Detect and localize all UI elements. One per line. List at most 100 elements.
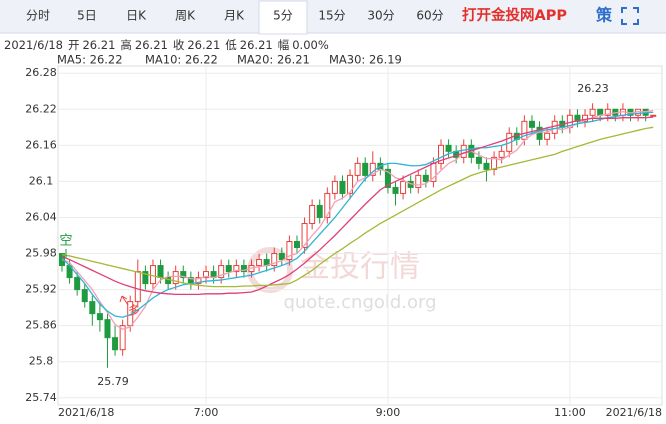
candle-body (286, 241, 293, 261)
candle-body (180, 271, 187, 279)
tab[interactable]: 15分 (318, 9, 345, 23)
y-tick-label: 26.22 (25, 102, 57, 115)
candle-body (233, 265, 240, 273)
candle-body (157, 265, 164, 279)
candle-body (392, 186, 399, 194)
candle-body (96, 313, 103, 321)
tab[interactable]: 60分 (416, 9, 443, 23)
x-tick-label: 2021/6/18 (58, 406, 114, 419)
y-tick-label: 26.16 (25, 138, 57, 151)
watermark: 金投行情 quote.cngold.org (247, 247, 437, 313)
candle-body (172, 271, 179, 285)
quote-value: 0.00% (292, 38, 329, 52)
quote-label: 开 (68, 38, 80, 52)
app-link[interactable]: 打开金投网APP (462, 6, 567, 24)
quote-line: 2021/6/18 开 26.21 高 26.21 收 26.21 低 26.21 幅 0.00% (4, 38, 329, 52)
candle-body (195, 277, 202, 285)
candle-body (218, 265, 225, 279)
candle-body (74, 277, 81, 291)
candle-body (528, 120, 535, 128)
min-label: 25.79 (97, 375, 129, 388)
y-tick-label: 26.04 (25, 210, 57, 223)
candle-body (324, 192, 331, 218)
candle-body (225, 265, 232, 273)
plot-frame (57, 65, 663, 406)
tab[interactable]: 5分 (273, 9, 293, 23)
candle-body (415, 174, 422, 188)
x-tick-label: 7:00 (194, 406, 219, 419)
quote-label: 收 (173, 38, 185, 52)
candle-body (309, 204, 316, 224)
candle-body (81, 289, 88, 303)
fullscreen-icon[interactable] (621, 7, 639, 25)
candle-body (438, 144, 444, 164)
max-label: 26.23 (577, 82, 609, 95)
tab[interactable]: 日K (126, 9, 147, 23)
candle-body (149, 265, 156, 285)
candle-body (400, 180, 407, 194)
candle-body (134, 271, 141, 303)
candle-body (240, 265, 247, 273)
candle-body (354, 162, 361, 176)
quote-date: 2021/6/18 (4, 38, 63, 52)
x-tick-label: 9:00 (376, 406, 401, 419)
candle-body (301, 222, 308, 249)
candle-body (293, 241, 300, 249)
tab[interactable]: 30分 (367, 9, 394, 23)
quote-value: 26.21 (187, 38, 220, 52)
candle-body (384, 168, 391, 188)
y-tick-label: 25.8 (29, 355, 54, 368)
quote-label: 高 (120, 38, 132, 52)
short-signal: 空 (59, 234, 72, 249)
candle-body (498, 150, 505, 158)
candle-body (278, 253, 285, 261)
tab-bar (0, 0, 666, 33)
quote-value: 26.21 (135, 38, 168, 52)
legend-entry: MA20: 26.21 (237, 53, 310, 67)
strategy-icon[interactable]: 策 (595, 6, 613, 25)
candle-body (650, 114, 657, 117)
legend-entry: MA30: 26.19 (329, 53, 402, 67)
candle-body (119, 325, 126, 351)
ma-line (61, 126, 654, 288)
y-tick-label: 26.1 (29, 174, 54, 187)
tab[interactable]: 5日 (77, 9, 97, 23)
y-tick-label: 25.98 (25, 247, 57, 260)
candle-body (142, 271, 149, 285)
candle-body (475, 156, 482, 164)
ma-line (61, 116, 654, 296)
candle-body (316, 204, 323, 218)
x-tick-label: 2021/6/18 (606, 406, 662, 419)
candle-body (521, 120, 528, 140)
quote-label: 低 (225, 38, 237, 52)
x-tick-label: 11:00 (554, 406, 586, 419)
active-tab-bg (258, 0, 308, 35)
candle-body (347, 174, 354, 194)
candle-body (362, 162, 369, 176)
long-signal-arrow (119, 295, 129, 306)
y-tick-label: 25.92 (25, 283, 57, 296)
candle-body (112, 337, 119, 351)
candle-body (582, 114, 589, 122)
candle-body (483, 162, 490, 170)
candle-body (271, 253, 278, 267)
tab[interactable]: 月K (224, 9, 245, 23)
watermark-text: 金投行情 (300, 250, 420, 285)
candle-body (331, 180, 338, 194)
y-tick-label: 26.28 (25, 66, 57, 79)
legend-entry: MA10: 26.22 (145, 53, 218, 67)
candle-body (604, 108, 611, 116)
watermark-url: quote.cngold.org (283, 292, 436, 313)
long-signal: 多 (128, 304, 140, 318)
candle-body (589, 108, 596, 116)
y-tick-label: 25.86 (25, 319, 57, 332)
tab[interactable]: 分时 (26, 9, 50, 23)
candle-body (544, 132, 551, 140)
tab[interactable]: 周K (175, 9, 196, 23)
candle-body (422, 174, 429, 182)
candle-body (445, 144, 452, 152)
candle-body (460, 144, 467, 158)
candle-body (339, 180, 346, 194)
ma-line (61, 111, 654, 318)
